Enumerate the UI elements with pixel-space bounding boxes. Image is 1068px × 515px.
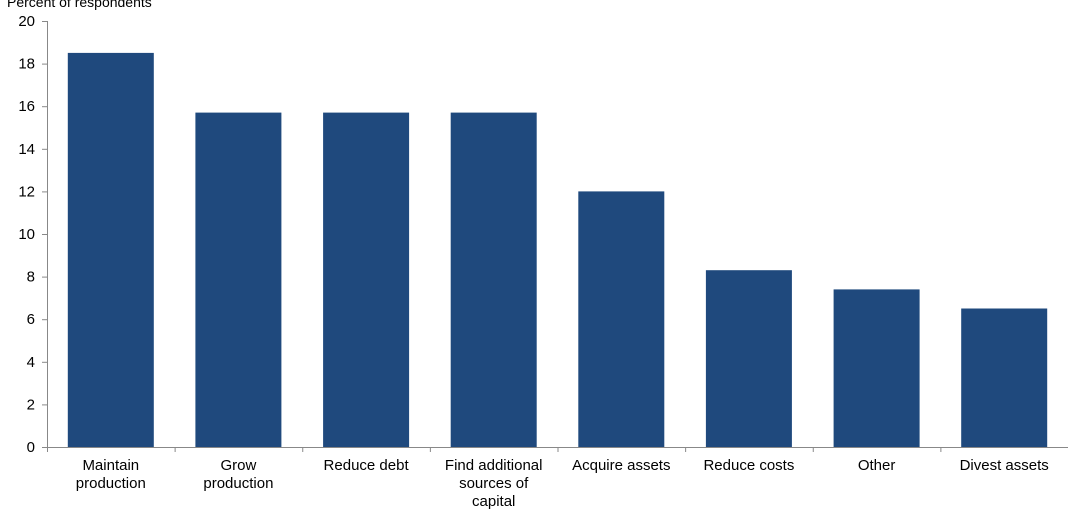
y-tick-label: 18 [18,56,35,73]
bar [195,112,282,447]
y-tick-label: 4 [27,354,35,371]
x-category-label: Reduce costs [703,457,794,474]
x-category-label: Divest assets [960,457,1049,474]
bar [450,112,537,447]
x-category-label: Acquire assets [572,457,670,474]
bars-group [67,52,1048,448]
bar [961,308,1048,447]
y-tick-label: 14 [18,141,35,158]
x-category-label: Other [858,457,896,474]
x-category-label: Grow production [203,457,273,492]
y-tick-label: 8 [27,269,35,286]
bar [67,52,154,448]
bar [323,112,410,447]
x-category-label: Maintain production [76,457,146,492]
y-tick-label: 2 [27,396,35,413]
bar [705,270,792,447]
bar [833,289,920,447]
y-tick-label: 6 [27,311,35,328]
y-tick-label: 20 [18,13,35,30]
y-axis-label: Percent of respondents [7,0,152,10]
y-tick-label: 0 [27,439,35,456]
x-labels-group: Maintain production Grow production Reduce d… [47,447,1049,510]
y-tick-label: 12 [18,183,35,200]
x-category-label: Find additional sources of capital [445,457,543,510]
y-tick-label: 10 [18,226,35,243]
y-tick-label: 16 [18,98,35,115]
y-ticks-group: 0 2 4 6 8 10 12 14 16 18 20 [18,13,47,456]
x-category-label: Reduce debt [324,457,410,474]
bar [578,191,665,447]
